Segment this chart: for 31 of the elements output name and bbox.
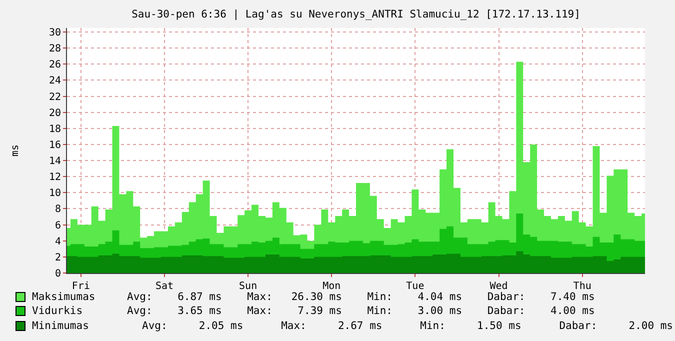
y-tick-label: 22 [48,92,61,103]
x-tick-label: Wed [490,281,508,292]
text: Avg: 6.87 ms Max: 26.30 ms Min: 4.04 ms Dabar: 7.40 ms [127,291,595,303]
y-axis-title: ms [10,144,21,157]
y-tick-label: 12 [48,172,61,184]
x-tick-label: Sun [239,281,258,292]
y-tick-label: 4 [54,236,61,248]
y-tick-label: 8 [54,204,61,216]
x-tick-label: Thu [573,281,592,292]
y-tick-label: 14 [48,156,61,168]
y-tick-label: 30 [48,28,61,39]
y-tick-label: 10 [48,188,61,200]
x-tick-label: Mon [322,281,341,292]
x-tick-label: Sat [155,281,174,292]
legend-label: Vidurkis [32,305,83,317]
y-tick-label: 0 [54,268,61,280]
legend-label: Maksimumas [32,291,96,303]
y-tick-label: 20 [48,108,61,119]
text: Avg: 3.65 ms Max: 7.39 ms Min: 3.00 ms Dabar: 4.00 ms [127,305,595,317]
y-tick-label: 26 [48,60,61,71]
y-tick-label: 28 [48,44,61,55]
x-tick-label: Fri [72,281,90,292]
y-tick-label: 18 [48,124,61,135]
x-tick-label: Tue [406,281,424,292]
y-tick-label: 6 [54,220,61,232]
y-tick-label: 16 [48,140,61,151]
text: Avg: 2.05 ms Max: 2.67 ms Min: 1.50 ms Dabar: 2.00 ms [142,320,674,332]
legend-label: Minimumas [32,320,89,332]
y-tick-label: 2 [54,252,61,264]
y-tick-label: 24 [48,76,61,87]
chart-title: Sau-30-pen 6:36 | Lag'as su Neveronys_ANTRI Slamuciu_12 [172.17.13.119] [132,8,580,21]
